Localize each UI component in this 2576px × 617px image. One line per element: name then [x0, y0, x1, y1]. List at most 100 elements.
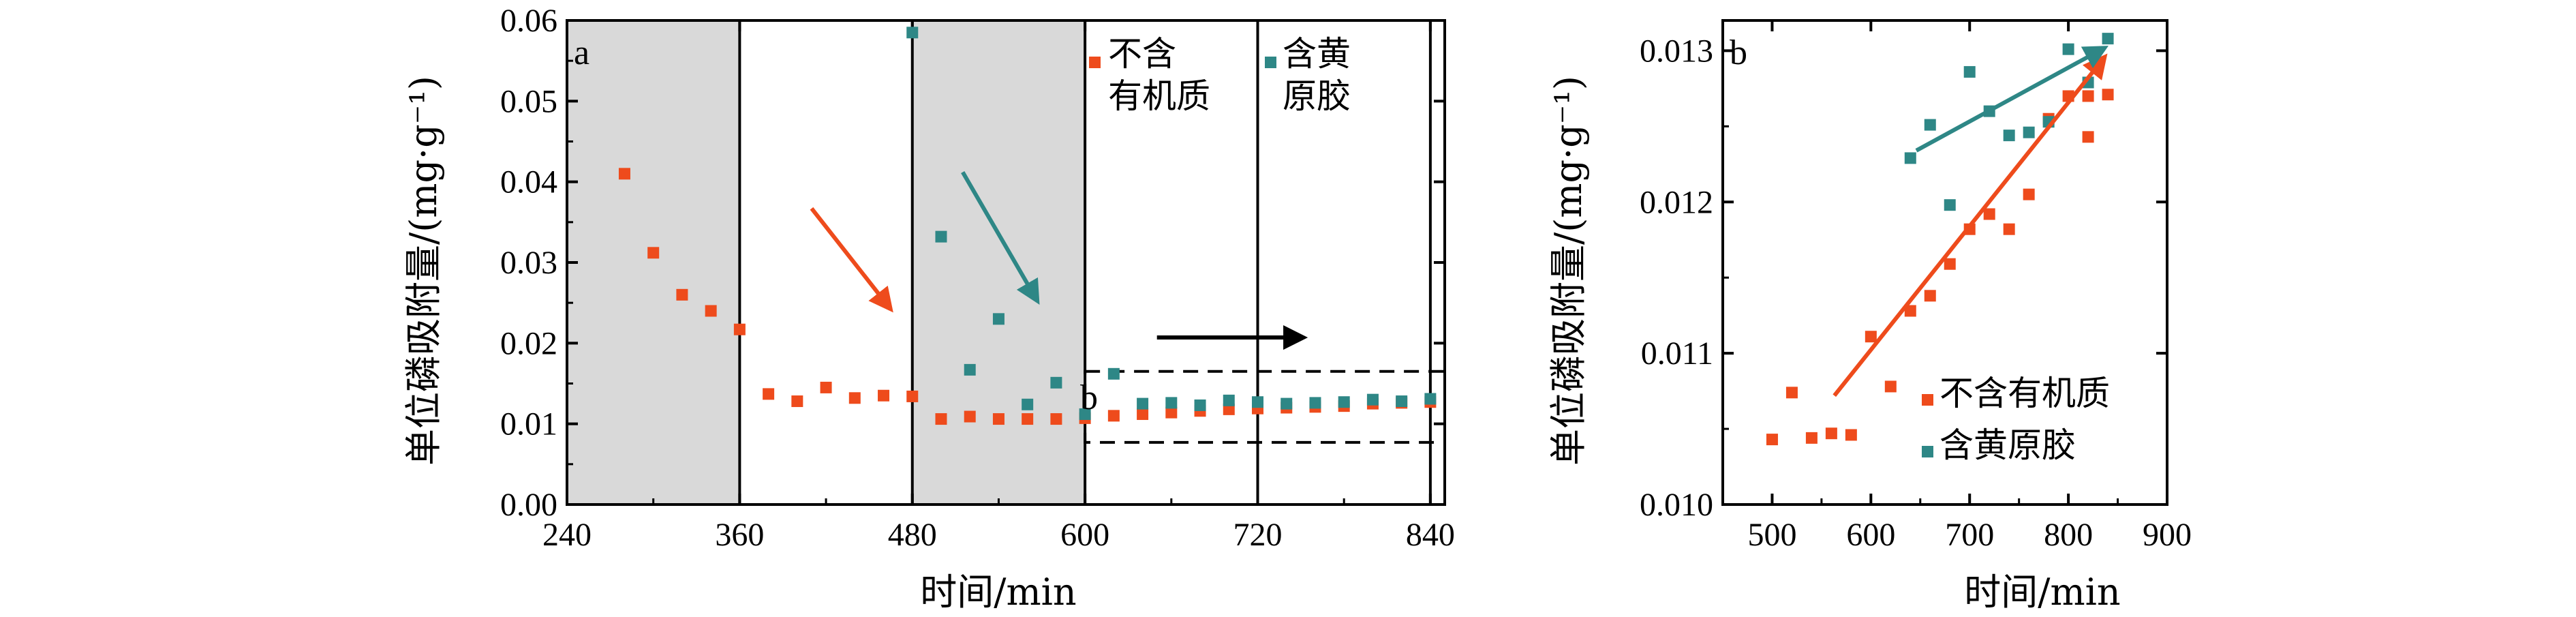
x-tick-label: 900	[2143, 517, 2192, 553]
legend-b: 不含有机质 含黄原胶	[1922, 374, 2110, 465]
x-tick-label: 720	[1233, 517, 1283, 553]
legend-label-orange: 不含 有机质	[1108, 34, 1210, 116]
y-tick-label: 0.01	[500, 406, 557, 442]
trend-arrow-teal	[961, 170, 1040, 305]
data-point-teal	[906, 27, 919, 39]
data-point-orange	[1165, 406, 1178, 419]
legend-line: 含黄	[1283, 34, 1351, 74]
x-tick-label: 240	[542, 517, 592, 553]
data-point-orange	[1766, 434, 1778, 446]
data-point-teal	[1366, 393, 1379, 406]
data-point-orange	[1785, 387, 1798, 399]
data-point-orange	[1845, 429, 1857, 441]
data-point-teal	[1252, 396, 1264, 408]
data-point-orange	[1022, 413, 1034, 425]
x-tick-label: 600	[1060, 517, 1109, 553]
x-tick-label: 360	[715, 517, 764, 553]
data-point-teal	[1281, 397, 1293, 410]
data-point-teal	[1194, 399, 1206, 411]
x-axis-label-a: 时间/min	[920, 571, 1076, 614]
data-point-teal	[992, 313, 1005, 325]
data-point-orange	[791, 395, 803, 408]
data-point-orange	[763, 388, 775, 400]
data-point-teal	[1079, 408, 1091, 420]
data-point-orange	[2082, 131, 2094, 143]
trend-arrows	[810, 170, 1308, 350]
data-point-orange	[2023, 188, 2035, 200]
data-point-orange	[1884, 380, 1897, 393]
plot-frame	[1721, 19, 2168, 506]
data-point-orange	[1805, 432, 1818, 444]
data-point-orange	[2003, 223, 2015, 235]
y-tick-label: 0.013	[1640, 33, 1713, 69]
data-point-teal	[2023, 126, 2035, 138]
y-tick-label: 0.00	[500, 487, 557, 523]
data-point-orange	[1865, 331, 1877, 343]
x-tick-label: 500	[1747, 517, 1796, 553]
vertical-lines	[738, 20, 1432, 505]
y-tick-label: 0.03	[500, 245, 557, 281]
data-point-orange	[878, 389, 890, 402]
legend-label-teal: 含黄 原胶	[1283, 34, 1362, 116]
data-point-teal	[1963, 65, 1976, 78]
data-point-orange	[1223, 403, 1235, 415]
data-point-teal	[2062, 43, 2074, 55]
legend-marker-teal	[1922, 446, 1933, 457]
data-point-teal	[1396, 395, 1408, 408]
data-point-orange	[1137, 408, 1149, 420]
data-point-teal	[964, 363, 976, 376]
x-tick-label: 480	[888, 517, 937, 553]
panel-b: 500 600 700 800 900 0.010 0.011 0.012 0.013 b 不含…	[1547, 19, 2192, 614]
data-point-orange	[1825, 427, 1837, 440]
panel-label-a: a	[574, 33, 589, 72]
axes: 240 360 480 600 720 840 0.00 0.01 0.02 0.03 0.04 0.…	[500, 3, 1455, 553]
legend-line: 不含	[1108, 34, 1176, 74]
legend-label-orange: 不含有机质	[1939, 374, 2110, 413]
data-point-orange	[1050, 413, 1062, 425]
data-point-teal	[1924, 119, 1936, 131]
x-tick-label: 800	[2044, 517, 2093, 553]
panel-a: 240 360 480 600 720 840 0.00 0.01 0.02 0.03 0.04 0.…	[402, 3, 1455, 614]
data-point-teal	[1223, 394, 1235, 406]
trend-arrows	[1833, 46, 2109, 397]
data-point-teal	[1904, 152, 1916, 164]
data-point-orange	[1944, 258, 1956, 270]
data-point-orange	[733, 323, 746, 335]
data-point-orange	[676, 288, 688, 301]
data-point-orange	[647, 247, 660, 259]
data-points	[618, 27, 1437, 425]
y-axis-label-b: 单位磷吸附量/(mg·g⁻¹)	[1547, 76, 1590, 466]
legend-a: 不含 有机质 含黄 原胶	[1089, 34, 1362, 116]
data-point-teal	[2003, 130, 2015, 142]
y-tick-label: 0.04	[500, 164, 557, 200]
data-point-orange	[618, 168, 630, 180]
trend-arrow-orange	[810, 207, 893, 313]
shaded-region	[567, 20, 740, 505]
panel-label-b: b	[1730, 33, 1747, 72]
data-point-teal	[935, 230, 947, 243]
data-point-orange	[1107, 410, 1120, 422]
data-point-teal	[1338, 396, 1350, 408]
y-tick-label: 0.06	[500, 3, 557, 39]
data-point-orange	[820, 381, 832, 393]
data-point-teal	[2102, 33, 2114, 45]
legend-marker-orange	[1922, 394, 1933, 406]
y-axis-label-a: 单位磷吸附量/(mg·g⁻¹)	[402, 76, 445, 466]
legend-marker-teal	[1265, 57, 1276, 68]
data-point-teal	[1165, 397, 1178, 409]
shaded-region	[912, 20, 1086, 505]
data-point-orange	[848, 392, 861, 404]
y-tick-label: 0.05	[500, 83, 557, 119]
data-point-teal	[1107, 367, 1120, 380]
y-tick-label: 0.010	[1640, 487, 1713, 523]
x-axis-label-b: 时间/min	[1964, 571, 2120, 614]
axes: 500 600 700 800 900 0.010 0.011 0.012 0.013	[1640, 19, 2192, 553]
data-point-teal	[1944, 199, 1956, 211]
trend-arrow-teal	[1915, 46, 2109, 153]
legend-line: 原胶	[1283, 76, 1351, 116]
data-point-orange	[2082, 90, 2094, 102]
data-point-teal	[1137, 397, 1149, 410]
data-point-teal	[1050, 376, 1062, 389]
y-tick-label: 0.011	[1641, 335, 1713, 372]
